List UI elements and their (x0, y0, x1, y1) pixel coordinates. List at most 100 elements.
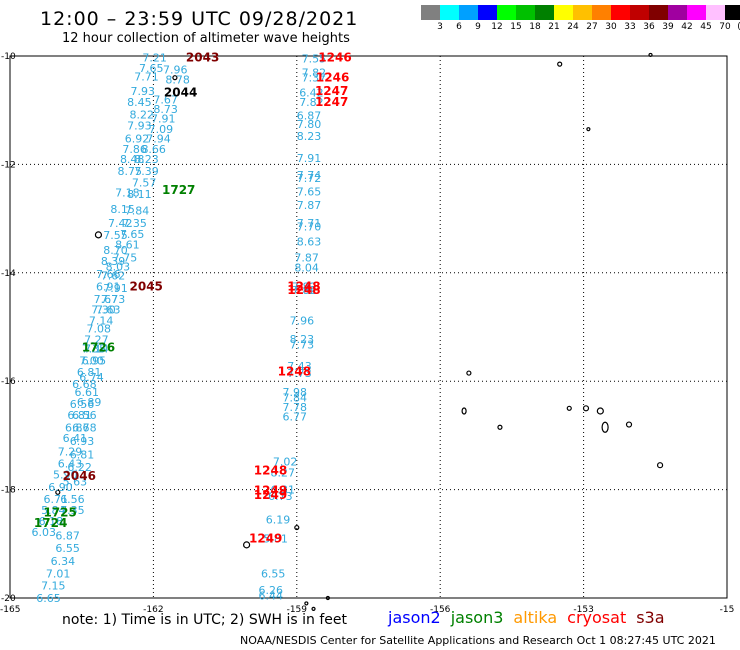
color-scale-label: 3 (437, 22, 443, 32)
pass-time-label: 1248 (287, 283, 320, 297)
color-scale-bar (421, 5, 740, 20)
swh-value-label: 8.04 (294, 261, 319, 274)
latitude-tick-labels: -10 -12 -14 -16 -18 -20 (1, 52, 16, 604)
swh-value-label: 7.39 (134, 165, 159, 178)
pass-time-label: 1247 (315, 95, 348, 109)
island-outline (582, 405, 590, 412)
color-scale-label: 21 (548, 22, 560, 32)
color-scale-label: 9 (475, 22, 481, 32)
swh-value-label: 7.91 (151, 112, 176, 125)
island-outlines (55, 52, 664, 611)
track-2: 7.557.827.376.427.826.877.808.237.917.74… (249, 51, 352, 603)
swh-value-label: 6.55 (55, 542, 80, 555)
swh-value-label: 6.31 (271, 484, 296, 497)
color-scale-label: 42 (681, 22, 693, 32)
swh-value-label: 7.72 (297, 172, 322, 185)
map-note: note: 1) Time is in UTC; 2) SWH is in fe… (62, 612, 348, 628)
swh-value-label: 7.82 (302, 66, 327, 79)
swh-value-label: 7.14 (84, 343, 109, 356)
pass-time-label: 2043 (186, 51, 219, 65)
swh-value-label: 6.93 (70, 435, 95, 448)
pass-time-label: 1724 (34, 516, 67, 530)
swh-value-label: 6.81 (70, 448, 95, 461)
color-scale-label: 18 (529, 22, 541, 32)
swh-value-label: 8.03 (106, 260, 131, 273)
longitude-tick-label: -153 (573, 605, 593, 615)
color-scale-label: 36 (643, 22, 655, 32)
swh-value-label: 6.87 (55, 530, 80, 543)
color-swatch (421, 5, 440, 20)
legend-item-altika: altika (513, 608, 558, 627)
pass-time-label: 1247 (315, 84, 348, 98)
island-outline (172, 75, 178, 81)
swh-value-label: 8.75 (118, 165, 143, 178)
color-scale-label: 27 (586, 22, 598, 32)
pass-time-label: 1248 (254, 464, 287, 478)
swh-value-label: 8.73 (153, 103, 178, 116)
swh-value-label: 7.55 (302, 53, 327, 66)
swh-value-label: 7.02 (273, 455, 298, 468)
swh-value-label: 7.75 (113, 252, 137, 265)
swh-value-label: 8.23 (297, 130, 322, 143)
swh-value-label: 6.55 (261, 568, 286, 581)
swh-value-label: 7.66 (96, 268, 121, 281)
latitude-tick-label: -20 (1, 594, 16, 604)
pass-time-label: 1727 (162, 183, 195, 197)
color-swatch (478, 5, 497, 20)
swh-value-label: 6.41 (63, 432, 88, 445)
swh-value-label: 6.56 (70, 398, 95, 411)
swh-value-label: 7.42 (108, 217, 132, 230)
swh-value-label: 7.82 (292, 280, 317, 293)
swh-value-label: 8.61 (115, 239, 140, 252)
swh-value-label: 8.23 (290, 333, 315, 346)
swh-value-label: 6.92 (125, 132, 150, 145)
pass-time-label: 1725 (43, 505, 76, 519)
island-outline (625, 421, 633, 428)
swh-value-label: 6.22 (67, 461, 92, 474)
swh-value-label: 6.87 (297, 110, 322, 123)
swh-value-label: 6.34 (51, 555, 76, 568)
swh-value-label: 6.44 (259, 589, 284, 602)
pass-time-label: 1249 (254, 488, 287, 502)
color-swatch (516, 5, 535, 20)
swh-value-label: 6.86 (65, 421, 90, 434)
swh-value-label: 6.56 (60, 493, 85, 506)
swh-value-label: 7.01 (46, 568, 71, 581)
island-outline (311, 606, 316, 611)
swh-value-label: 8.11 (127, 188, 152, 201)
swh-value-label: 8.45 (127, 96, 152, 109)
color-swatch (725, 5, 740, 20)
swh-value-label: 7.35 (82, 343, 107, 356)
legend-item-s3a: s3a (636, 608, 665, 627)
swh-value-label: 7.65 (139, 62, 164, 75)
swh-value-label: 7.93 (130, 85, 155, 98)
swh-value-label: 6.91 (96, 280, 121, 293)
swh-value-label: 6.19 (266, 513, 291, 526)
legend-item-jason3: jason3 (450, 608, 504, 627)
swh-value-label: 7.21 (142, 52, 167, 65)
credit-line: NOAA/NESDIS Center for Satellite Applica… (240, 634, 716, 647)
island-outline (294, 524, 300, 531)
color-swatch (535, 5, 554, 20)
swh-value-label: 7.14 (89, 314, 114, 327)
color-swatch (611, 5, 630, 20)
swh-value-label: 7.57 (132, 176, 157, 189)
pass-time-label: 1726 (82, 341, 115, 355)
swh-value-label: 6.71 (43, 493, 68, 506)
pass-time-label: 1249 (254, 484, 287, 498)
longitude-tick-label: -159 (287, 605, 308, 615)
swh-value-label: 6.61 (75, 386, 100, 399)
swh-value-label: 6.42 (299, 86, 324, 99)
map-border (9, 55, 728, 599)
island-outline (586, 127, 591, 132)
swh-value-label: 7.73 (287, 367, 312, 380)
swh-value-label: 7.65 (297, 186, 322, 199)
island-outline (466, 370, 472, 376)
swh-value-label: 7.35 (60, 504, 85, 517)
swh-value-label: 7.94 (146, 132, 171, 145)
longitude-tick-label: -15 (720, 605, 735, 615)
swh-value-label: 7.63 (96, 304, 121, 317)
legend-item-cryosat: cryosat (567, 608, 627, 627)
color-swatch (497, 5, 516, 20)
swh-value-label: 7.62 (101, 270, 126, 283)
